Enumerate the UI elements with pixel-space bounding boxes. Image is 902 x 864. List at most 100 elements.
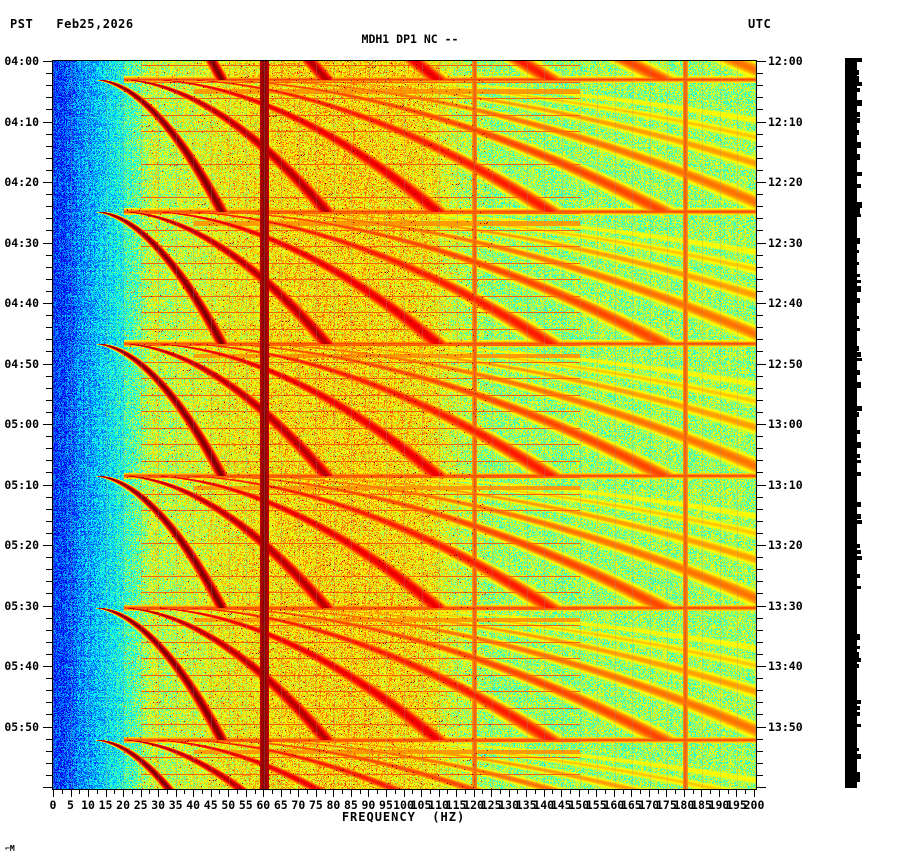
y-tick-right-minor	[757, 739, 763, 740]
y-tick-right-minor	[757, 279, 763, 280]
colorbar-edge-nib	[857, 88, 860, 92]
colorbar-edge-nib	[857, 778, 860, 782]
y-tick-label-utc: 12:10	[768, 114, 803, 129]
colorbar-edge-nib	[857, 706, 860, 710]
y-tick-right-minor	[757, 291, 763, 292]
colorbar-edge-nib	[857, 754, 861, 759]
y-tick-label-utc: 13:10	[768, 477, 803, 492]
y-tick-right-minor	[757, 630, 763, 631]
y-tick-left-major	[43, 545, 52, 546]
colorbar-edge-nib	[857, 652, 859, 658]
y-tick-right-minor	[757, 678, 763, 679]
x-tick-major	[544, 789, 545, 797]
y-tick-right-major	[757, 182, 766, 183]
colorbar-edge-nib	[857, 460, 861, 463]
colorbar-edge-nib	[857, 700, 861, 704]
x-tick-major	[71, 789, 72, 797]
corner-mark-glyph: ⌐M	[5, 844, 15, 853]
y-tick-right-minor	[757, 593, 763, 594]
colorbar-edge-nib	[857, 154, 860, 160]
y-tick-right-minor	[757, 775, 763, 776]
colorbar-edge-nib	[857, 748, 859, 751]
y-tick-left-major	[43, 606, 52, 607]
colorbar-edge-nib	[857, 634, 860, 640]
y-tick-right-minor	[757, 521, 763, 522]
x-tick-major	[456, 789, 457, 797]
y-tick-label-pst: 05:50	[4, 719, 39, 734]
y-tick-right-minor	[757, 497, 763, 498]
date-label: Feb25,2026	[56, 17, 134, 31]
y-tick-label-utc: 13:30	[768, 598, 803, 613]
colorbar-edge-nib	[857, 328, 860, 331]
x-tick-major	[281, 789, 282, 797]
colorbar-edge-nib	[857, 586, 861, 589]
colorbar-edge-nib	[857, 406, 862, 411]
y-tick-left-major	[43, 303, 52, 304]
y-tick-label-pst: 04:30	[4, 235, 39, 250]
colorbar-edge-nib	[857, 112, 860, 117]
x-tick-major	[386, 789, 387, 797]
x-tick-major	[368, 789, 369, 797]
colorbar-edge-nib	[857, 214, 861, 217]
y-tick-label-utc: 12:30	[768, 235, 803, 250]
colorbar-edge-nib	[857, 574, 860, 578]
colorbar-strip	[845, 58, 862, 788]
colorbar-edge-nib	[857, 358, 862, 361]
y-tick-left-major	[43, 364, 52, 365]
spectrogram-plot-area[interactable]	[52, 60, 757, 790]
y-tick-right-major	[757, 545, 766, 546]
x-tick-major	[176, 789, 177, 797]
y-tick-right-major	[757, 666, 766, 667]
y-tick-right-minor	[757, 569, 763, 570]
x-tick-major	[141, 789, 142, 797]
y-tick-right-minor	[757, 206, 763, 207]
y-tick-label-utc: 13:50	[768, 719, 803, 734]
colorbar-edge-nib	[857, 274, 860, 277]
colorbar-edge-nib	[857, 772, 860, 778]
y-tick-left-major	[43, 122, 52, 123]
y-tick-right-major	[757, 303, 766, 304]
y-tick-label-pst: 05:40	[4, 659, 39, 673]
colorbar-edge-nib	[857, 130, 859, 135]
colorbar-edge-nib	[857, 100, 862, 106]
y-tick-right-minor	[757, 448, 763, 449]
y-tick-right-minor	[757, 763, 763, 764]
timezone-right-label: UTC	[748, 17, 772, 31]
x-tick-major	[579, 789, 580, 797]
y-tick-right-minor	[757, 412, 763, 413]
y-tick-right-minor	[757, 509, 763, 510]
y-tick-label-pst: 04:10	[4, 114, 39, 129]
colorbar-edge-nib	[857, 316, 859, 319]
y-tick-right-minor	[757, 146, 763, 147]
x-tick-major	[228, 789, 229, 797]
x-tick-major	[701, 789, 702, 797]
x-tick-major	[614, 789, 615, 797]
y-tick-right-minor	[757, 642, 763, 643]
y-tick-label-pst: 05:10	[4, 477, 39, 492]
y-tick-right-minor	[757, 158, 763, 159]
x-tick-major	[106, 789, 107, 797]
y-tick-label-pst: 04:50	[4, 356, 39, 371]
x-tick-major	[123, 789, 124, 797]
y-tick-right-minor	[757, 702, 763, 703]
y-tick-label-utc: 13:40	[768, 659, 803, 673]
station-title: MDH1 DP1 NC --	[361, 32, 459, 46]
spectrogram-image	[53, 61, 756, 789]
colorbar-edge-nib	[857, 430, 860, 434]
y-tick-left-major	[43, 666, 52, 667]
y-tick-right-major	[757, 606, 766, 607]
colorbar-edge-nib	[857, 250, 859, 253]
y-tick-right-minor	[757, 618, 763, 619]
colorbar-edge-nib	[857, 58, 862, 62]
x-tick-major	[298, 789, 299, 797]
y-tick-right-minor	[757, 194, 763, 195]
y-tick-label-utc: 12:20	[768, 175, 803, 189]
x-tick-major	[263, 789, 264, 797]
x-tick-major	[666, 789, 667, 797]
colorbar-edge-nib	[857, 724, 861, 727]
colorbar-edge-nib	[857, 520, 862, 524]
x-tick-major	[596, 789, 597, 797]
y-tick-right-minor	[757, 654, 763, 655]
x-tick-major	[439, 789, 440, 797]
colorbar-edge-nib	[857, 76, 859, 82]
